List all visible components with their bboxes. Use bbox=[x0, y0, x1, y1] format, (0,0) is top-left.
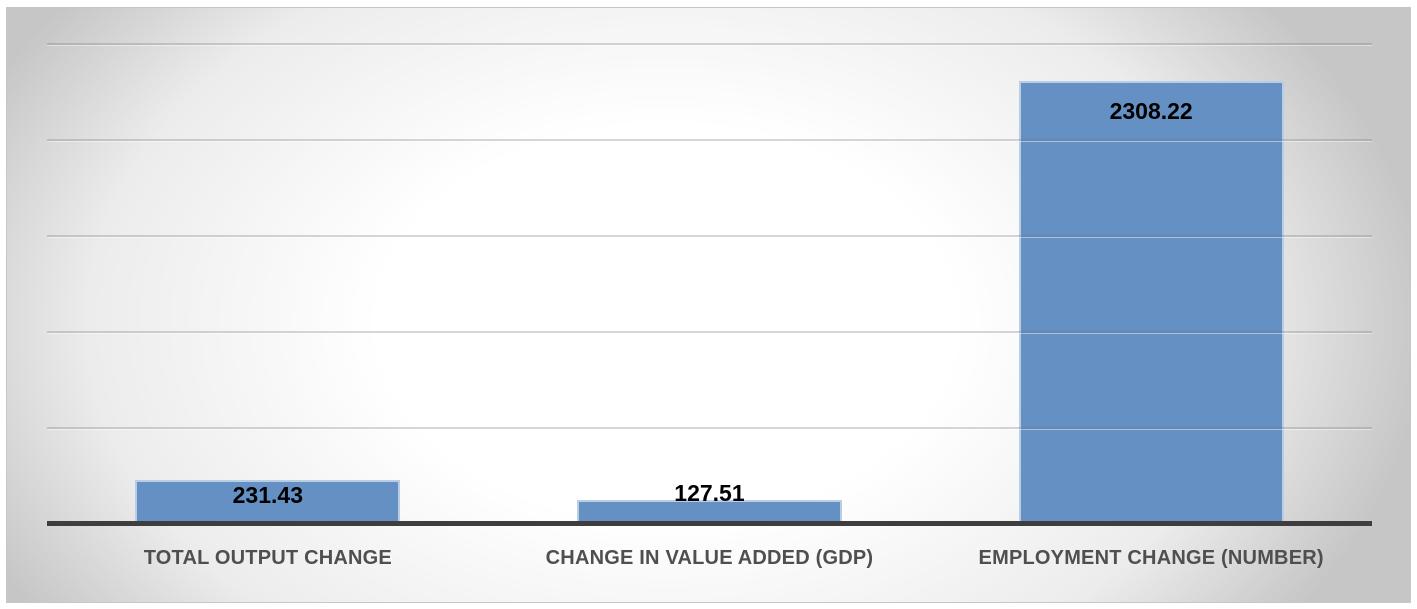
gridline bbox=[47, 427, 1372, 429]
category-label-1: CHANGE IN VALUE ADDED (GDP) bbox=[545, 547, 874, 569]
category-label-0: TOTAL OUTPUT CHANGE bbox=[143, 547, 392, 569]
data-label-1: 127.51 bbox=[674, 479, 745, 506]
data-label-2: 2308.22 bbox=[1109, 97, 1193, 124]
plot-area: 231.43 127.51 2308.22 bbox=[47, 43, 1372, 524]
gridline bbox=[47, 43, 1372, 45]
x-axis-line bbox=[47, 521, 1372, 526]
category-label-2: EMPLOYMENT CHANGE (NUMBER) bbox=[978, 547, 1324, 569]
bar-2 bbox=[1018, 80, 1284, 524]
data-label-0: 231.43 bbox=[232, 481, 303, 508]
gridline bbox=[47, 139, 1372, 141]
gridline bbox=[47, 331, 1372, 333]
chart-background: 231.43 127.51 2308.22 TOTAL OUTPUT CHANGE C… bbox=[6, 7, 1411, 603]
gridline bbox=[47, 235, 1372, 237]
bar-1 bbox=[577, 499, 842, 524]
bar-0 bbox=[135, 479, 401, 524]
